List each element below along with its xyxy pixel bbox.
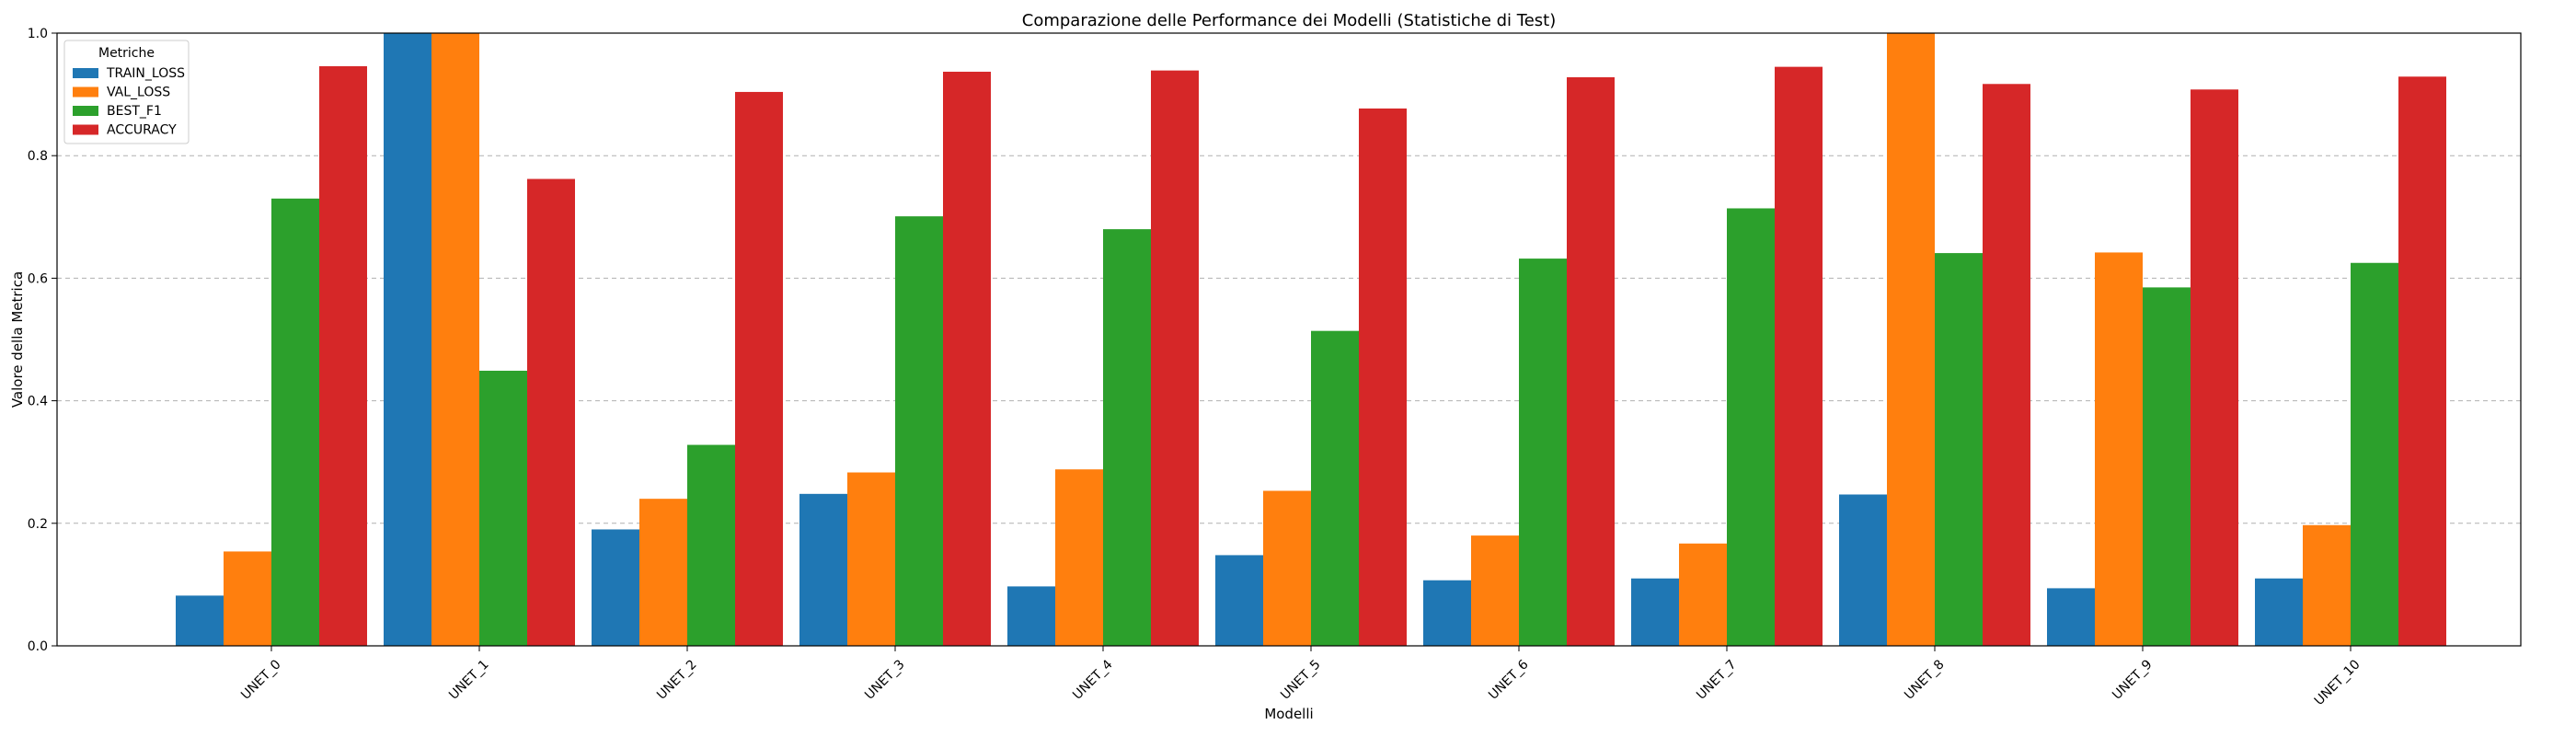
x-tick-label: UNET_6: [1486, 657, 1532, 703]
legend-box: [63, 40, 190, 144]
chart-title: Comparazione delle Performance dei Model…: [1022, 11, 1557, 30]
x-tick-label: UNET_9: [2110, 657, 2156, 703]
legend: Metriche TRAIN_LOSS VAL_LOSS BEST_F1 ACCURA…: [63, 40, 190, 144]
bar-train-loss-unet-3: [799, 493, 847, 646]
bar-best-f1-unet-4: [1103, 229, 1151, 646]
legend-title: Metriche: [98, 46, 155, 61]
bar-train-loss-unet-0: [176, 595, 224, 646]
bar-accuracy-unet-2: [735, 91, 783, 647]
x-tick-label: UNET_7: [1694, 657, 1740, 703]
bar-val-loss-unet-1: [431, 33, 479, 646]
bar-val-loss-unet-0: [224, 551, 271, 646]
bar-train-loss-unet-10: [2255, 578, 2303, 646]
legend-label-best-f1: BEST_F1: [107, 104, 162, 119]
legend-swatch-accuracy: [73, 124, 98, 135]
bar-accuracy-unet-3: [943, 71, 991, 646]
plot-frame: [56, 32, 2522, 647]
x-tick-label: UNET_10: [2312, 657, 2363, 708]
legend-label-val-loss: VAL_LOSS: [107, 86, 170, 100]
bar-val-loss-unet-4: [1055, 469, 1103, 646]
legend-swatch-train-loss: [73, 68, 98, 78]
y-tick-label: 0.0: [28, 639, 48, 654]
bar-val-loss-unet-7: [1679, 543, 1727, 646]
bar-accuracy-unet-9: [2191, 89, 2238, 647]
legend-label-accuracy: ACCURACY: [107, 123, 177, 138]
x-tick-label: UNET_5: [1278, 657, 1324, 703]
x-axis-label: Modelli: [1264, 706, 1313, 722]
legend-label-train-loss: TRAIN_LOSS: [106, 66, 185, 81]
bar-train-loss-unet-4: [1007, 586, 1055, 646]
bar-train-loss-unet-8: [1839, 494, 1887, 646]
bar-best-f1-unet-5: [1311, 330, 1359, 646]
bar-best-f1-unet-0: [271, 198, 319, 646]
x-tick-label: UNET_1: [446, 657, 492, 703]
bar-train-loss-unet-2: [592, 529, 639, 646]
bar-train-loss-unet-9: [2047, 588, 2095, 646]
bar-best-f1-unet-7: [1727, 208, 1775, 646]
x-tick-label: UNET_3: [862, 657, 908, 703]
bar-accuracy-unet-8: [1983, 84, 2030, 646]
x-tick-label: UNET_8: [1902, 657, 1948, 703]
y-tick-label: 1.0: [28, 27, 48, 41]
bar-val-loss-unet-6: [1471, 535, 1519, 646]
bar-best-f1-unet-9: [2143, 287, 2191, 646]
bar-accuracy-unet-4: [1151, 70, 1199, 647]
bar-train-loss-unet-7: [1631, 578, 1679, 646]
x-tick-label: UNET_4: [1070, 657, 1116, 703]
legend-swatch-val-loss: [73, 86, 98, 98]
legend-items: TRAIN_LOSS VAL_LOSS BEST_F1 ACCURACY: [73, 66, 185, 138]
bar-val-loss-unet-9: [2095, 252, 2143, 646]
bar-val-loss-unet-5: [1263, 490, 1311, 646]
bar-train-loss-unet-5: [1215, 555, 1263, 646]
legend-swatch-best-f1: [73, 106, 98, 116]
bar-accuracy-unet-0: [319, 65, 367, 647]
bar-best-f1-unet-8: [1935, 253, 1983, 646]
bar-best-f1-unet-6: [1519, 259, 1567, 646]
bar-train-loss-unet-6: [1423, 580, 1471, 646]
bar-val-loss-unet-8: [1887, 33, 1935, 646]
bar-best-f1-unet-2: [687, 444, 735, 646]
bar-accuracy-unet-1: [527, 178, 575, 646]
bars-layer: [176, 33, 2446, 647]
bar-val-loss-unet-10: [2303, 524, 2351, 646]
bar-train-loss-unet-1: [384, 33, 431, 646]
bar-accuracy-unet-6: [1567, 76, 1615, 646]
bar-val-loss-unet-2: [639, 499, 687, 646]
y-tick-label: 0.2: [28, 517, 48, 532]
bar-accuracy-unet-7: [1775, 66, 1823, 646]
bar-best-f1-unet-1: [479, 370, 527, 646]
bar-accuracy-unet-5: [1359, 108, 1407, 647]
y-tick-label: 0.6: [28, 271, 48, 286]
y-tick-label: 0.8: [28, 149, 48, 164]
y-tick-label: 0.4: [28, 395, 48, 409]
x-tick-label: UNET_0: [238, 657, 284, 703]
y-axis-label: Valore della Metrica: [9, 271, 26, 408]
bar-val-loss-unet-3: [847, 472, 895, 646]
x-tick-label: UNET_2: [654, 657, 700, 703]
bar-best-f1-unet-10: [2351, 262, 2398, 646]
bar-accuracy-unet-10: [2398, 76, 2446, 646]
bar-best-f1-unet-3: [895, 216, 943, 646]
